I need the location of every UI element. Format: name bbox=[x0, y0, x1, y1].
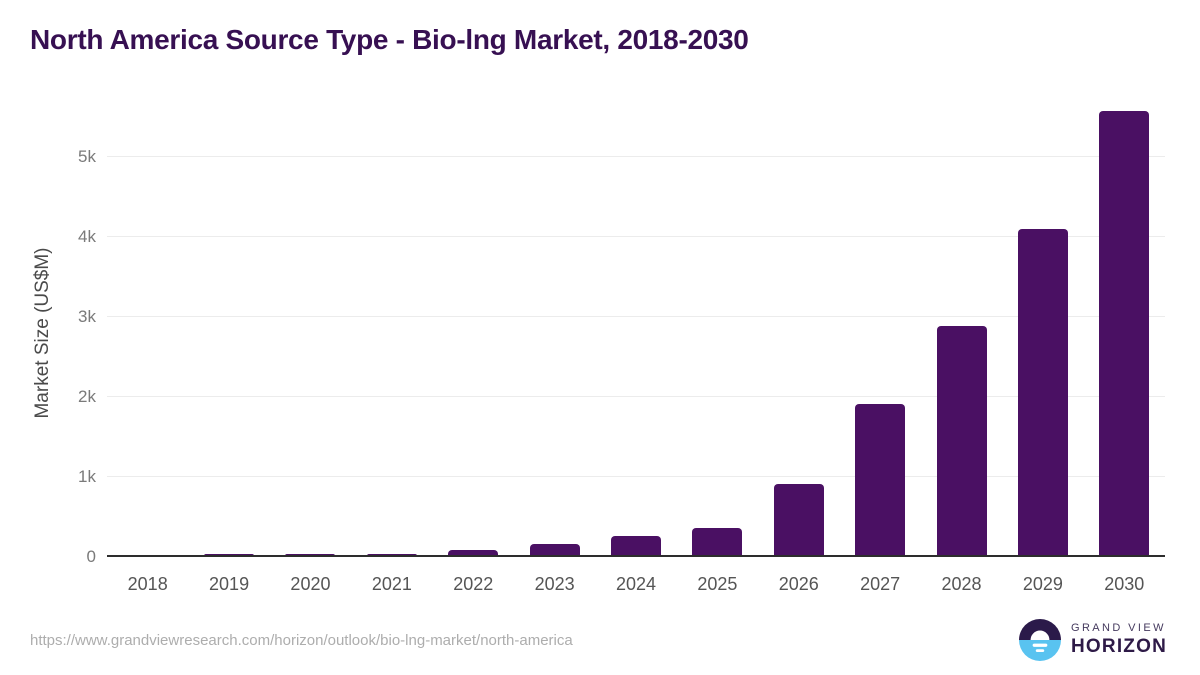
x-tick-label-2021: 2021 bbox=[371, 574, 412, 594]
x-tick-label-2025: 2025 bbox=[697, 574, 738, 594]
bar-2030 bbox=[1099, 111, 1150, 556]
x-tick-label-2018: 2018 bbox=[127, 574, 168, 594]
x-tick-label-2027: 2027 bbox=[860, 574, 901, 594]
x-tick-label-2019: 2019 bbox=[209, 574, 250, 594]
x-tick-label-2024: 2024 bbox=[615, 574, 657, 594]
gridline-5k bbox=[107, 155, 1165, 157]
bar-2027 bbox=[855, 404, 906, 556]
x-tick-label-2022: 2022 bbox=[453, 574, 494, 594]
horizon-sunset-logo-icon bbox=[1019, 619, 1061, 661]
bar-2026 bbox=[773, 484, 824, 556]
y-tick-label-3k: 3k bbox=[78, 306, 96, 326]
y-tick-label-1k: 1k bbox=[78, 467, 96, 486]
x-tick-label-2030: 2030 bbox=[1104, 574, 1145, 594]
gridline-2k bbox=[107, 396, 1165, 397]
x-axis-labels: 2018 2019 2020 2021 2022 2023 2024 2025 2026 2027… bbox=[107, 574, 1165, 600]
bar-2029 bbox=[1017, 228, 1068, 556]
x-tick-label-2028: 2028 bbox=[941, 574, 982, 594]
x-tick-label-2023: 2023 bbox=[534, 574, 575, 594]
grand-view-horizon-logo: GRAND VIEW HORIZON bbox=[1019, 619, 1167, 661]
source-url: https://www.grandviewresearch.com/horizo… bbox=[30, 632, 573, 649]
gridline-1k bbox=[107, 476, 1165, 477]
gridline-3k bbox=[107, 315, 1165, 317]
x-axis-line bbox=[107, 555, 1165, 557]
bar-2025 bbox=[692, 527, 743, 556]
logo-grand-view-label: GRAND VIEW bbox=[1071, 622, 1166, 634]
y-tick-label-4k: 4k bbox=[78, 226, 96, 246]
logo-horizon-label: HORIZON bbox=[1071, 636, 1168, 657]
chart-title: North America Source Type - Bio-lng Mark… bbox=[30, 24, 749, 55]
bar-2023 bbox=[529, 544, 580, 556]
y-tick-label-2k: 2k bbox=[78, 387, 96, 406]
bar-2028 bbox=[936, 325, 987, 556]
gridline-4k bbox=[107, 235, 1165, 237]
bar-2022 bbox=[448, 550, 499, 556]
y-tick-label-0: 0 bbox=[86, 547, 96, 566]
logo-text: GRAND VIEW HORIZON bbox=[1071, 622, 1167, 658]
plot-area bbox=[107, 100, 1165, 557]
x-tick-label-2026: 2026 bbox=[778, 574, 819, 594]
bar-2024 bbox=[611, 536, 661, 556]
bar-2019 bbox=[204, 553, 255, 556]
x-tick-label-2029: 2029 bbox=[1022, 574, 1063, 594]
y-tick-label-5k: 5k bbox=[78, 146, 96, 166]
x-tick-label-2020: 2020 bbox=[290, 574, 331, 594]
y-axis-ticks: 0 1k 2k 3k 4k 5k bbox=[0, 100, 96, 566]
